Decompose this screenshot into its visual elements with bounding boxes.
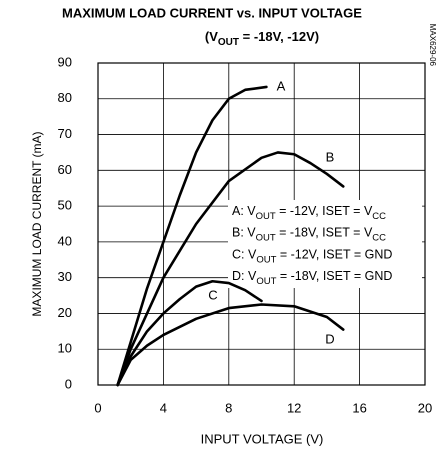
legend-part: = -12V, ISET = GND bbox=[276, 248, 392, 262]
curve bbox=[116, 279, 263, 387]
y-tick-label: 60 bbox=[58, 162, 72, 177]
y-tick-label: 30 bbox=[58, 269, 72, 284]
curve-label: C bbox=[208, 287, 217, 302]
legend-part: = -18V, ISET = GND bbox=[276, 269, 392, 283]
curve-label: A bbox=[277, 78, 286, 93]
subtitle-part: (V bbox=[205, 29, 218, 44]
subtitle-sub: OUT bbox=[218, 37, 239, 48]
legend-part: A: V bbox=[232, 204, 256, 218]
legend-entry: C: VOUT = -12V, ISET = GND bbox=[232, 248, 392, 265]
legend-background bbox=[228, 200, 422, 288]
legend-sub: CC bbox=[372, 211, 386, 222]
chart-title: MAXIMUM LOAD CURRENT vs. INPUT VOLTAGE bbox=[62, 5, 362, 20]
y-tick-label: 70 bbox=[58, 126, 72, 141]
curve-label: B bbox=[326, 149, 335, 164]
plot-frame bbox=[97, 62, 426, 386]
y-tick-label: 80 bbox=[58, 90, 72, 105]
curve-label: D bbox=[325, 331, 334, 346]
x-tick-label: 4 bbox=[160, 400, 167, 415]
legend-sub: OUT bbox=[256, 254, 276, 265]
side-label: MAX629-06 bbox=[428, 24, 437, 67]
y-tick-label: 40 bbox=[58, 233, 72, 248]
legend-entry: A: VOUT = -12V, ISET = VCC bbox=[232, 204, 386, 221]
legend-part: B: V bbox=[232, 226, 256, 240]
subtitle-part: = -18V, -12V) bbox=[239, 29, 319, 44]
x-tick-label: 20 bbox=[418, 400, 432, 415]
x-tick-label: 12 bbox=[287, 400, 301, 415]
legend-part: = -12V, ISET = V bbox=[276, 204, 373, 218]
curve bbox=[116, 303, 345, 387]
curve bbox=[116, 151, 345, 387]
y-tick-label: 0 bbox=[65, 376, 72, 391]
legend-sub: CC bbox=[372, 232, 386, 243]
x-tick-label: 8 bbox=[225, 400, 232, 415]
legend-sub: OUT bbox=[256, 211, 276, 222]
x-tick-label: 16 bbox=[352, 400, 366, 415]
legend-entry: B: VOUT = -18V, ISET = VCC bbox=[232, 226, 386, 243]
curve bbox=[116, 85, 268, 387]
legend-entry: D: VOUT = -18V, ISET = GND bbox=[232, 269, 392, 286]
legend-sub: OUT bbox=[256, 232, 276, 243]
y-tick-label: 20 bbox=[58, 305, 72, 320]
legend-part: = -18V, ISET = V bbox=[276, 226, 373, 240]
legend-part: C: V bbox=[232, 248, 257, 262]
y-tick-label: 10 bbox=[58, 341, 72, 356]
legend-part: D: V bbox=[232, 269, 257, 283]
y-tick-label: 90 bbox=[58, 54, 72, 69]
chart-subtitle: (VOUT = -18V, -12V) bbox=[205, 29, 319, 47]
legend-sub: OUT bbox=[256, 276, 276, 287]
y-axis-label: MAXIMUM LOAD CURRENT (mA) bbox=[30, 131, 44, 316]
y-tick-label: 50 bbox=[58, 198, 72, 213]
x-tick-label: 0 bbox=[94, 400, 101, 415]
x-axis-label: INPUT VOLTAGE (V) bbox=[201, 431, 324, 446]
